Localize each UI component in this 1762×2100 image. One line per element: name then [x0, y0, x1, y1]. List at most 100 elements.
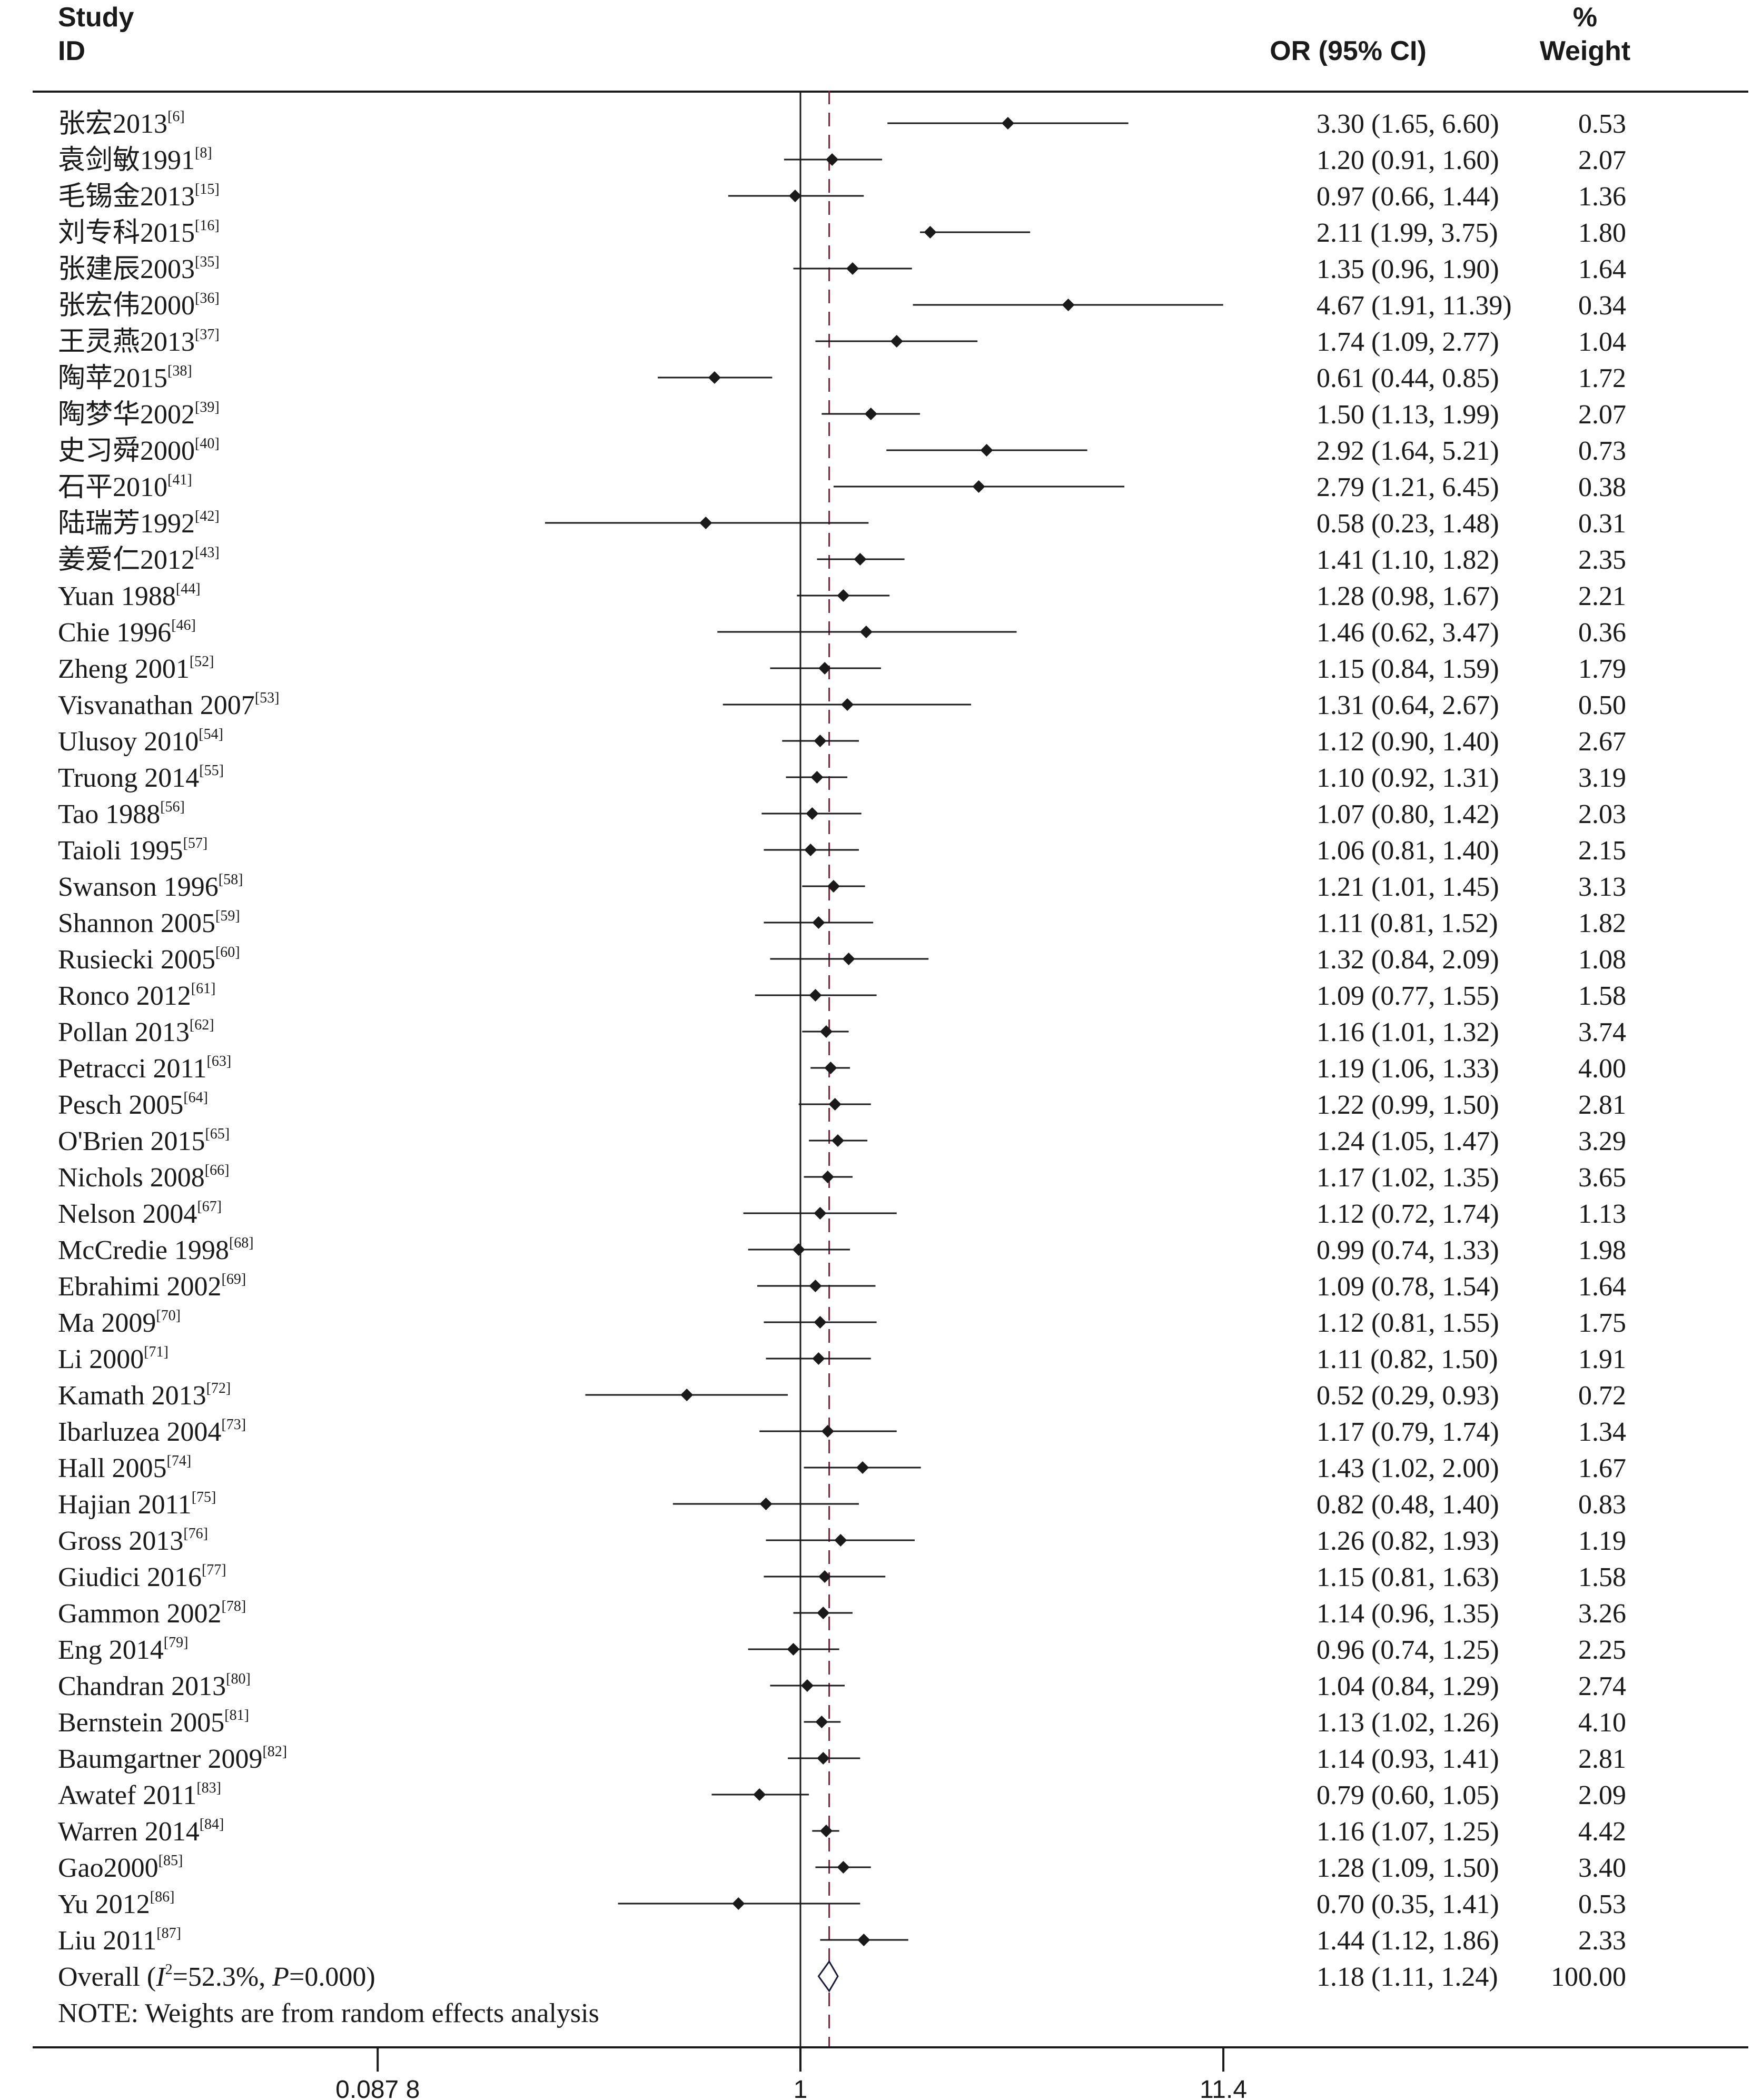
- point-estimate: [837, 589, 850, 602]
- study-label: Ronco 2012[61]: [58, 980, 215, 1011]
- header-id-label: ID: [58, 36, 85, 66]
- study-label: Rusiecki 2005[60]: [58, 944, 240, 975]
- study-label: Zheng 2001[52]: [58, 653, 214, 684]
- point-estimate: [972, 480, 985, 493]
- study-label: Liu 2011[87]: [58, 1925, 181, 1956]
- weight-value: 1.36: [1578, 182, 1626, 212]
- ci-text: 0.96 (0.74, 1.25): [1316, 1635, 1499, 1665]
- point-estimate: [732, 1897, 745, 1910]
- ci-text: 1.07 (0.80, 1.42): [1316, 799, 1499, 829]
- point-estimate: [806, 807, 819, 820]
- weight-value: 0.83: [1578, 1490, 1626, 1520]
- ci-text: 1.17 (0.79, 1.74): [1316, 1417, 1499, 1447]
- weight-value: 2.25: [1578, 1635, 1626, 1665]
- study-label: Chie 1996[46]: [58, 617, 196, 648]
- study-label: Gao2000[85]: [58, 1853, 183, 1883]
- ci-text: 4.67 (1.91, 11.39): [1316, 291, 1512, 321]
- overall-diamond: [817, 1960, 839, 1993]
- ci-text: 1.20 (0.91, 1.60): [1316, 145, 1499, 175]
- weight-value: 3.13: [1578, 872, 1626, 902]
- point-estimate: [815, 1716, 828, 1728]
- overall-weight-value: 100.00: [1551, 1962, 1626, 1992]
- weight-value: 2.74: [1578, 1671, 1626, 1701]
- point-estimate: [826, 153, 839, 166]
- ci-text: 1.16 (1.01, 1.32): [1316, 1017, 1499, 1047]
- point-estimate: [809, 989, 822, 1002]
- point-estimate: [854, 553, 867, 566]
- study-label: Ebrahimi 2002[69]: [58, 1271, 246, 1302]
- study-label: Visvanathan 2007[53]: [58, 690, 279, 720]
- ci-text: 1.28 (1.09, 1.50): [1316, 1853, 1499, 1883]
- ci-text: 1.43 (1.02, 2.00): [1316, 1453, 1499, 1483]
- study-label: Warren 2014[84]: [58, 1816, 224, 1847]
- ci-text: 1.12 (0.72, 1.74): [1316, 1199, 1499, 1229]
- point-estimate: [821, 1425, 834, 1438]
- study-label: Yu 2012[86]: [58, 1889, 174, 1919]
- point-estimate: [810, 771, 824, 784]
- study-label: Pollan 2013[62]: [58, 1017, 214, 1047]
- study-label: 史习舜2000[40]: [58, 435, 220, 466]
- point-estimate: [1062, 299, 1075, 311]
- weight-value: 0.53: [1578, 1889, 1626, 1919]
- study-label: 毛锡金2013[15]: [58, 181, 220, 212]
- study-label: 陶梦华2002[39]: [58, 399, 220, 430]
- overall-label: Overall (I2=52.3%, P=0.000): [58, 1962, 375, 1992]
- study-label: Swanson 1996[58]: [58, 871, 243, 902]
- point-estimate: [814, 1316, 827, 1329]
- ci-text: 1.13 (1.02, 1.26): [1316, 1708, 1499, 1738]
- ci-text: 1.74 (1.09, 2.77): [1316, 327, 1499, 357]
- point-estimate: [828, 1098, 842, 1111]
- point-estimate: [804, 844, 817, 856]
- weight-value: 1.34: [1578, 1417, 1626, 1447]
- weight-value: 4.00: [1578, 1054, 1626, 1084]
- weight-value: 1.82: [1578, 908, 1626, 938]
- study-label: 陶苹2015[38]: [58, 363, 192, 393]
- weight-value: 1.75: [1578, 1308, 1626, 1338]
- point-estimate: [1001, 117, 1014, 130]
- weight-value: 3.40: [1578, 1853, 1626, 1883]
- header-study-label: Study: [58, 2, 134, 33]
- weight-value: 2.07: [1578, 400, 1626, 430]
- ci-text: 1.10 (0.92, 1.31): [1316, 763, 1499, 793]
- point-estimate: [812, 1352, 825, 1365]
- weight-value: 3.19: [1578, 763, 1626, 793]
- study-label: Hall 2005[74]: [58, 1453, 191, 1483]
- weight-value: 1.64: [1578, 254, 1626, 284]
- point-estimate: [792, 1243, 805, 1256]
- point-estimate: [818, 1570, 831, 1583]
- ci-text: 0.61 (0.44, 0.85): [1316, 363, 1499, 393]
- point-estimate: [837, 1861, 850, 1874]
- point-estimate: [846, 262, 859, 275]
- ci-text: 1.24 (1.05, 1.47): [1316, 1126, 1499, 1156]
- ci-text: 1.28 (0.98, 1.67): [1316, 581, 1499, 611]
- study-label: Yuan 1988[44]: [58, 581, 201, 611]
- study-label: 张宏2013[6]: [58, 108, 185, 139]
- point-estimate: [800, 1679, 814, 1692]
- study-label: 陆瑞芳1992[42]: [58, 508, 220, 539]
- weight-value: 3.29: [1578, 1126, 1626, 1156]
- ci-text: 1.21 (1.01, 1.45): [1316, 872, 1499, 902]
- ci-text: 1.32 (0.84, 2.09): [1316, 945, 1499, 975]
- point-estimate: [817, 1607, 830, 1619]
- study-label: Gammon 2002[78]: [58, 1598, 246, 1629]
- ci-text: 1.14 (0.96, 1.35): [1316, 1599, 1499, 1629]
- point-estimate: [814, 735, 827, 747]
- weight-value: 0.31: [1578, 509, 1626, 539]
- point-estimate: [753, 1788, 766, 1801]
- x-tick-label: 0.087 8: [335, 2076, 420, 2100]
- ci-text: 1.15 (0.81, 1.63): [1316, 1562, 1499, 1592]
- weight-value: 1.13: [1578, 1199, 1626, 1229]
- point-estimate: [680, 1389, 694, 1401]
- study-label: Ibarluzea 2004[73]: [58, 1416, 246, 1447]
- ci-text: 1.31 (0.64, 2.67): [1316, 690, 1499, 720]
- weight-value: 2.33: [1578, 1926, 1626, 1956]
- weight-value: 2.35: [1578, 545, 1626, 575]
- ci-text: 1.12 (0.90, 1.40): [1316, 727, 1499, 757]
- weight-value: 1.67: [1578, 1453, 1626, 1483]
- ci-text: 3.30 (1.65, 6.60): [1316, 109, 1499, 139]
- point-estimate: [890, 335, 903, 348]
- weights-note: NOTE: Weights are from random effects an…: [58, 1998, 599, 2028]
- study-label: 王灵燕2013[37]: [58, 326, 220, 357]
- x-tick-label: 11.4: [1200, 2076, 1247, 2100]
